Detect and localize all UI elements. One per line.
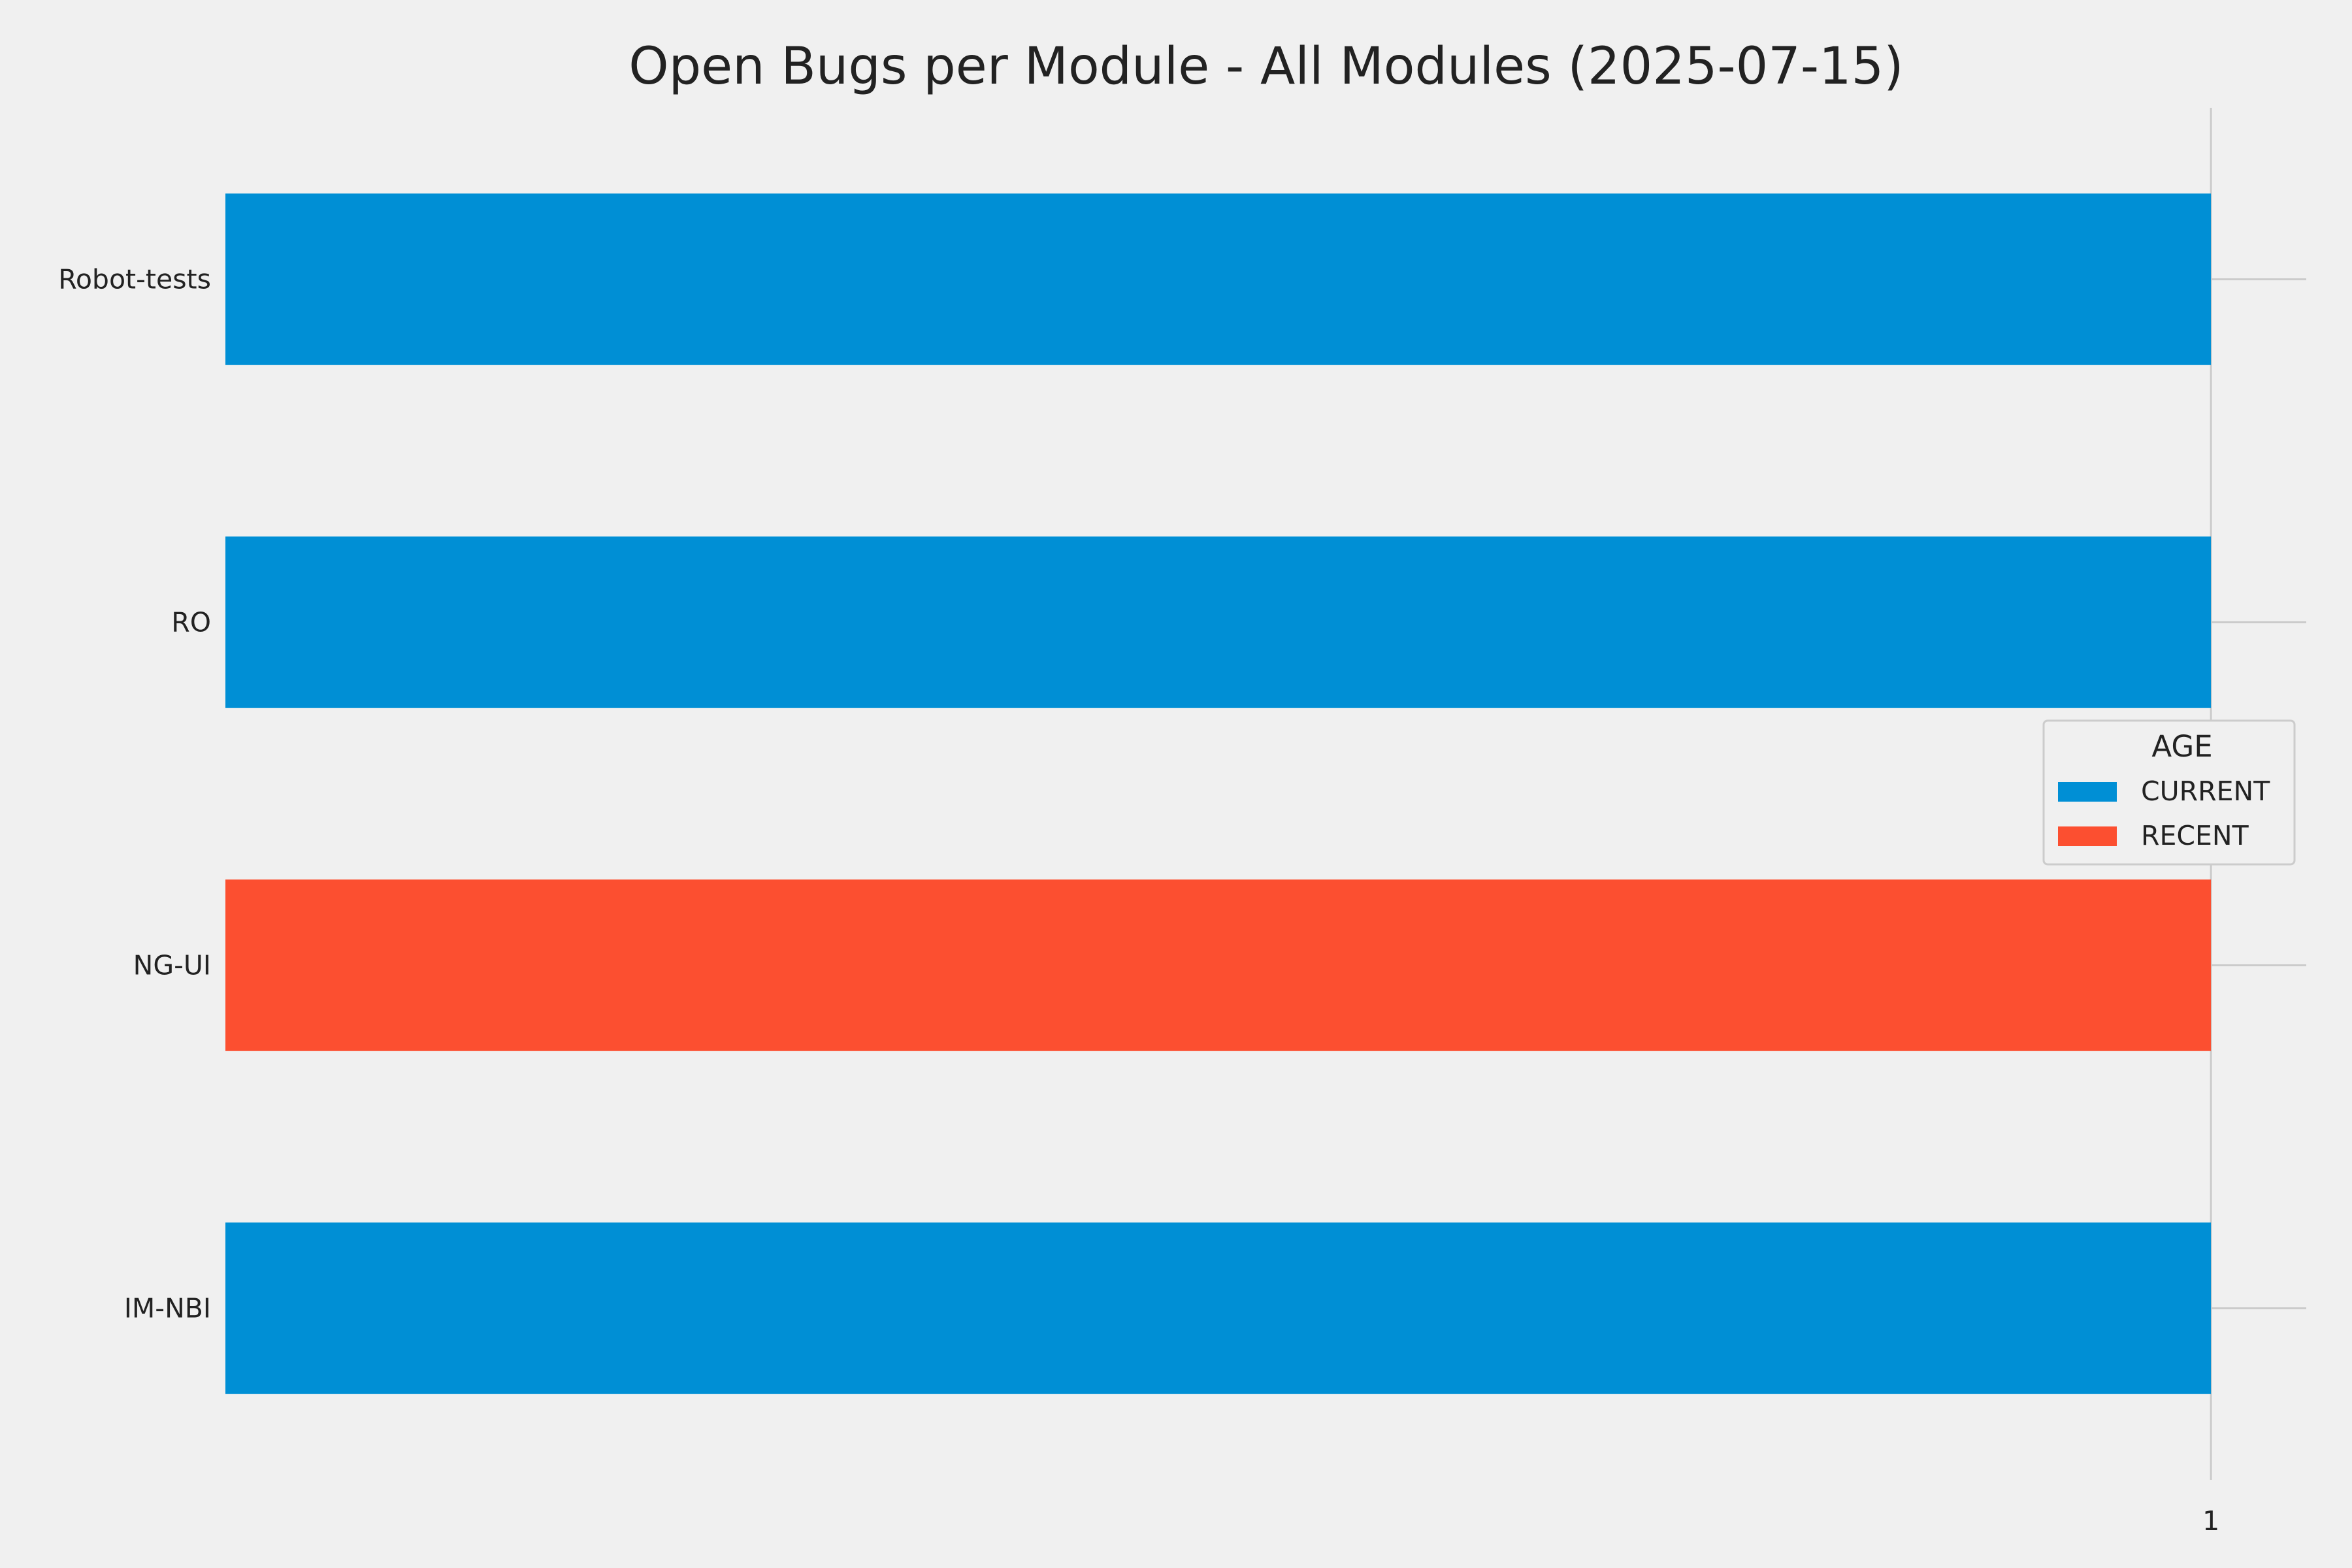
legend-swatch-current	[2058, 782, 2117, 802]
y-tick-label: RO	[171, 607, 211, 638]
bar-im-nbi	[225, 1222, 2212, 1394]
legend-label-recent: RECENT	[2141, 820, 2249, 851]
legend-label-current: CURRENT	[2141, 776, 2270, 807]
bar-ro	[225, 536, 2212, 708]
legend-entries: CURRENT RECENT	[2058, 776, 2270, 851]
bars	[225, 193, 2212, 1394]
y-tick-label: IM-NBI	[124, 1293, 211, 1324]
x-axis-tick-labels: 1	[2202, 1505, 2219, 1537]
bar-robot-tests	[225, 193, 2212, 365]
y-axis-tick-labels: Robot-tests RO NG-UI IM-NBI	[58, 264, 211, 1324]
legend-swatch-recent	[2058, 826, 2117, 846]
chart-title: Open Bugs per Module - All Modules (2025…	[629, 37, 1903, 96]
legend: AGE CURRENT RECENT	[2042, 719, 2296, 866]
legend-title: AGE	[2151, 729, 2212, 764]
bar-ng-ui	[225, 879, 2212, 1051]
y-tick-label: Robot-tests	[58, 264, 211, 295]
y-tick-label: NG-UI	[133, 950, 211, 981]
x-tick-label: 1	[2202, 1505, 2219, 1537]
